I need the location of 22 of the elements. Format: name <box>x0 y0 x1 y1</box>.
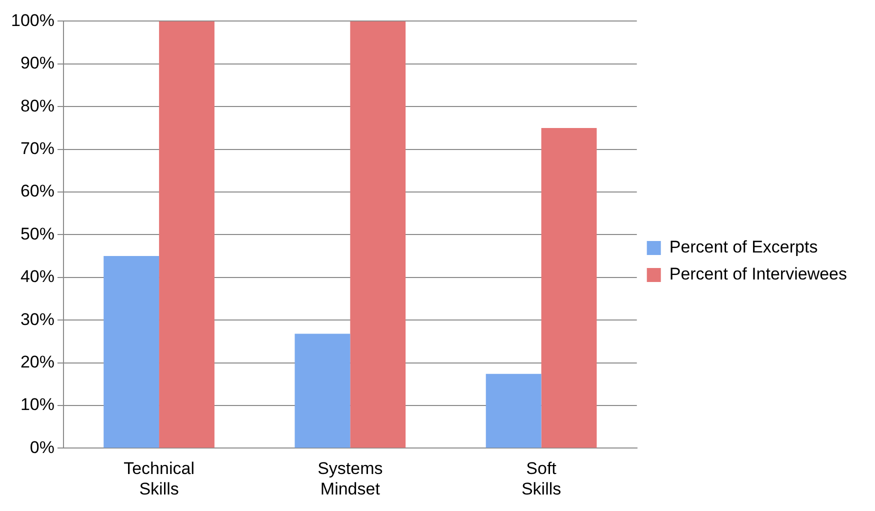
y-tick-label: 30% <box>20 310 54 329</box>
x-tick-label: Systems Mindset <box>318 459 383 498</box>
y-tick-label: 60% <box>20 182 54 201</box>
y-tick-label: 100% <box>10 10 54 30</box>
bar <box>159 21 214 448</box>
y-tick-label: 20% <box>20 352 54 372</box>
y-tick-label: 90% <box>20 54 54 73</box>
y-tick-label: 10% <box>20 395 54 414</box>
y-tick-label: 50% <box>20 224 54 244</box>
bar <box>486 374 542 448</box>
x-tick-label: Technical Skills <box>124 459 194 498</box>
legend-label: Percent of Excerpts <box>669 238 818 257</box>
bar <box>104 256 160 448</box>
x-tick-label: Soft Skills <box>521 459 562 498</box>
legend-label: Percent of Interviewees <box>669 264 848 284</box>
y-tick-label: 0% <box>30 438 54 457</box>
y-tick-label: 80% <box>20 96 54 116</box>
bar <box>541 128 597 448</box>
y-tick-label: 70% <box>20 138 54 158</box>
bar <box>350 21 406 448</box>
y-tick-label: 40% <box>20 267 54 286</box>
bar <box>294 334 350 448</box>
